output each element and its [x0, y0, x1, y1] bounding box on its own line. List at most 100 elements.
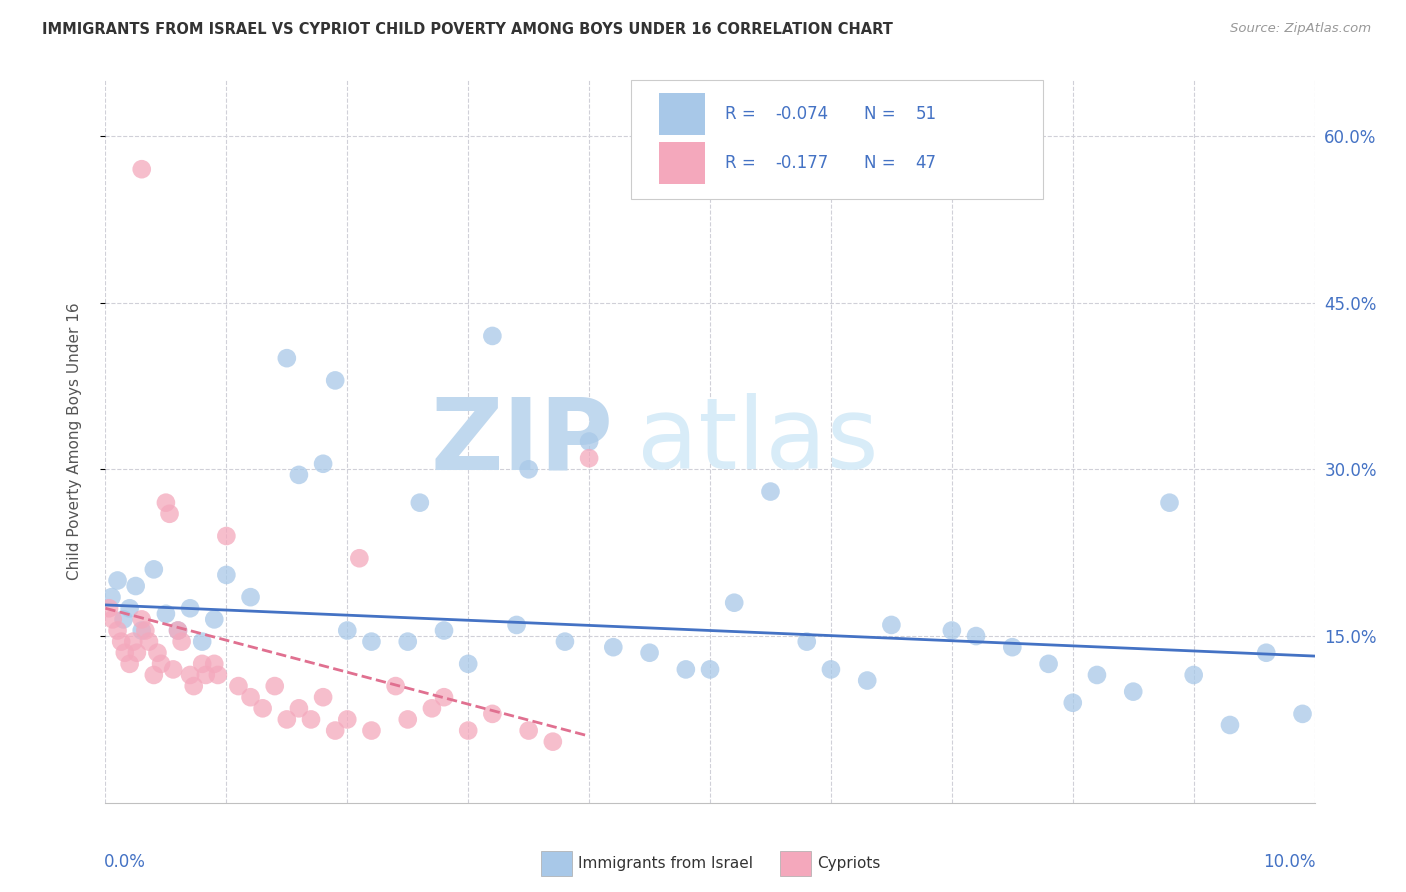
Point: [312, 690, 335, 705]
Point: [675, 662, 697, 676]
Point: [170, 634, 193, 648]
Point: [396, 713, 419, 727]
Point: [110, 634, 132, 648]
Point: [1219, 718, 1241, 732]
Point: [179, 601, 201, 615]
Point: [323, 723, 346, 738]
Point: [1256, 646, 1278, 660]
Point: [796, 634, 818, 648]
Point: [638, 646, 661, 660]
Point: [134, 624, 156, 638]
Point: [155, 607, 177, 621]
Point: [228, 679, 250, 693]
Point: [505, 618, 527, 632]
Point: [856, 673, 879, 688]
Point: [150, 657, 173, 671]
Point: [276, 351, 298, 366]
Text: 51: 51: [915, 105, 936, 123]
Point: [202, 657, 225, 671]
Point: [118, 657, 141, 671]
Point: [125, 579, 148, 593]
Point: [1038, 657, 1060, 671]
Point: [276, 713, 298, 727]
Point: [420, 701, 443, 715]
Y-axis label: Child Poverty Among Boys Under 16: Child Poverty Among Boys Under 16: [67, 302, 82, 581]
Point: [155, 496, 177, 510]
Point: [112, 612, 135, 626]
Text: IMMIGRANTS FROM ISRAEL VS CYPRIOT CHILD POVERTY AMONG BOYS UNDER 16 CORRELATION : IMMIGRANTS FROM ISRAEL VS CYPRIOT CHILD …: [42, 22, 893, 37]
Point: [131, 162, 153, 177]
Point: [360, 634, 382, 648]
Point: [1291, 706, 1313, 721]
Point: [239, 590, 262, 604]
Point: [554, 634, 576, 648]
Point: [723, 596, 745, 610]
Text: 0.0%: 0.0%: [104, 854, 146, 871]
Point: [252, 701, 274, 715]
Point: [517, 723, 540, 738]
Point: [114, 646, 136, 660]
Point: [312, 457, 335, 471]
Point: [122, 634, 145, 648]
Text: N =: N =: [863, 154, 900, 172]
Text: 10.0%: 10.0%: [1264, 854, 1316, 871]
Point: [202, 612, 225, 626]
Text: Source: ZipAtlas.com: Source: ZipAtlas.com: [1230, 22, 1371, 36]
Point: [131, 624, 153, 638]
Point: [880, 618, 903, 632]
Point: [941, 624, 963, 638]
Point: [118, 601, 141, 615]
Point: [194, 668, 217, 682]
Point: [965, 629, 987, 643]
Point: [323, 373, 346, 387]
Point: [349, 551, 371, 566]
Text: R =: R =: [724, 154, 761, 172]
Point: [159, 507, 181, 521]
Point: [239, 690, 262, 705]
Point: [384, 679, 406, 693]
Text: Immigrants from Israel: Immigrants from Israel: [578, 856, 752, 871]
Point: [1122, 684, 1144, 698]
Point: [602, 640, 624, 655]
Point: [433, 690, 456, 705]
Point: [457, 657, 479, 671]
Point: [131, 612, 153, 626]
Text: 47: 47: [915, 154, 936, 172]
Point: [207, 668, 229, 682]
Text: R =: R =: [724, 105, 761, 123]
Point: [699, 662, 721, 676]
FancyBboxPatch shape: [631, 80, 1043, 200]
Point: [100, 590, 122, 604]
Point: [263, 679, 285, 693]
Point: [409, 496, 432, 510]
Point: [759, 484, 782, 499]
Point: [98, 601, 121, 615]
Point: [1001, 640, 1024, 655]
Point: [191, 634, 214, 648]
Point: [578, 451, 600, 466]
Text: N =: N =: [863, 105, 900, 123]
Point: [360, 723, 382, 738]
Point: [433, 624, 456, 638]
Point: [1182, 668, 1205, 682]
Point: [215, 568, 238, 582]
Point: [517, 462, 540, 476]
Point: [541, 734, 564, 748]
Point: [288, 701, 311, 715]
Point: [215, 529, 238, 543]
Point: [1062, 696, 1084, 710]
Point: [457, 723, 479, 738]
Point: [167, 624, 190, 638]
FancyBboxPatch shape: [659, 143, 706, 185]
Point: [142, 562, 165, 576]
Point: [1085, 668, 1108, 682]
Point: [288, 467, 311, 482]
Point: [820, 662, 842, 676]
Point: [1159, 496, 1181, 510]
Text: -0.177: -0.177: [775, 154, 828, 172]
Point: [179, 668, 201, 682]
Point: [138, 634, 160, 648]
Point: [107, 624, 129, 638]
Point: [146, 646, 169, 660]
Point: [191, 657, 214, 671]
